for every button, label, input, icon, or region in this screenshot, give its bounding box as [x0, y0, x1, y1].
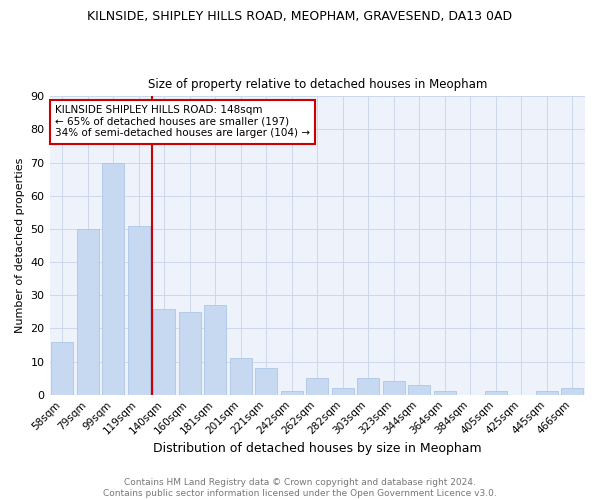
Bar: [52, 342, 73, 394]
Bar: [536, 392, 557, 394]
Bar: [103, 162, 124, 394]
Bar: [205, 305, 226, 394]
Bar: [179, 312, 200, 394]
Bar: [383, 382, 404, 394]
Y-axis label: Number of detached properties: Number of detached properties: [15, 158, 25, 333]
Text: KILNSIDE, SHIPLEY HILLS ROAD, MEOPHAM, GRAVESEND, DA13 0AD: KILNSIDE, SHIPLEY HILLS ROAD, MEOPHAM, G…: [88, 10, 512, 23]
Bar: [128, 226, 149, 394]
Bar: [434, 392, 455, 394]
Text: KILNSIDE SHIPLEY HILLS ROAD: 148sqm
← 65% of detached houses are smaller (197)
3: KILNSIDE SHIPLEY HILLS ROAD: 148sqm ← 65…: [55, 106, 310, 138]
Bar: [562, 388, 583, 394]
Bar: [358, 378, 379, 394]
Bar: [230, 358, 251, 394]
X-axis label: Distribution of detached houses by size in Meopham: Distribution of detached houses by size …: [153, 442, 482, 455]
Text: Contains HM Land Registry data © Crown copyright and database right 2024.
Contai: Contains HM Land Registry data © Crown c…: [103, 478, 497, 498]
Bar: [154, 308, 175, 394]
Bar: [77, 229, 98, 394]
Bar: [332, 388, 353, 394]
Title: Size of property relative to detached houses in Meopham: Size of property relative to detached ho…: [148, 78, 487, 91]
Bar: [409, 385, 430, 394]
Bar: [485, 392, 506, 394]
Bar: [256, 368, 277, 394]
Bar: [307, 378, 328, 394]
Bar: [281, 392, 302, 394]
